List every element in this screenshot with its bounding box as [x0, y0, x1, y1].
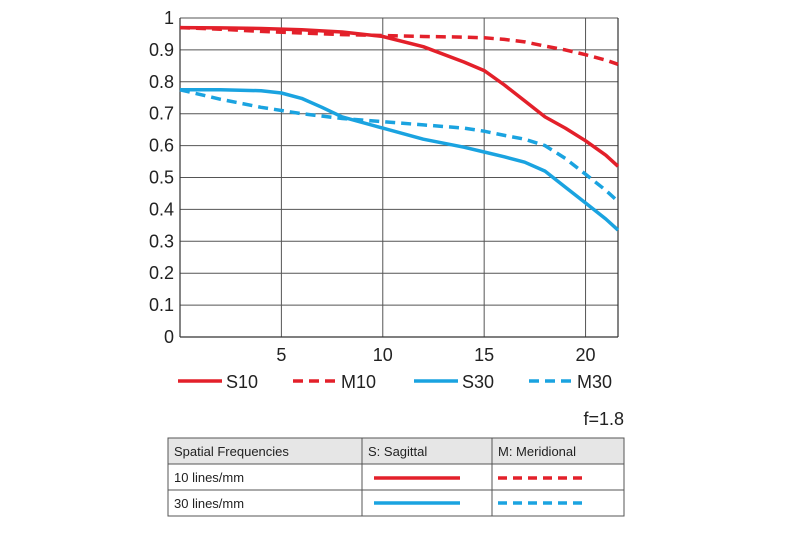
x-tick-label: 10	[373, 345, 393, 365]
y-tick-label: 0.1	[149, 295, 174, 315]
chart-grid	[179, 17, 619, 338]
series-line-m30	[179, 88, 620, 203]
x-axis-ticks: 5 10 15 20	[276, 345, 595, 365]
series-line-s30	[180, 88, 620, 232]
frequency-table: Spatial Frequencies S: Sagittal M: Merid…	[167, 437, 625, 517]
table-header-sagittal: S: Sagittal	[368, 444, 427, 459]
y-tick-label: 0.3	[149, 231, 174, 251]
table-header-meridional: M: Meridional	[498, 444, 576, 459]
x-tick-label: 5	[276, 345, 286, 365]
chart-legend: S10 M10 S30 M30	[178, 372, 612, 392]
y-tick-label: 0.7	[149, 104, 174, 124]
y-tick-label: 0.9	[149, 40, 174, 60]
y-tick-label: 0.6	[149, 136, 174, 156]
y-tick-label: 0.4	[149, 199, 174, 219]
legend-label-m30: M30	[577, 372, 612, 392]
series-line-m10	[179, 25, 619, 66]
chart-series	[179, 25, 620, 232]
y-tick-label: 0.2	[149, 263, 174, 283]
table-row-label: 30 lines/mm	[174, 496, 244, 511]
aperture-label: f=1.8	[583, 409, 624, 429]
table-row-label: 10 lines/mm	[174, 470, 244, 485]
table-header-spatial: Spatial Frequencies	[174, 444, 289, 459]
y-tick-label: 0	[164, 327, 174, 347]
table-header-bg	[167, 437, 625, 465]
y-tick-label: 0.8	[149, 72, 174, 92]
x-tick-label: 15	[474, 345, 494, 365]
y-tick-label: 0.5	[149, 168, 174, 188]
legend-label-s30: S30	[462, 372, 494, 392]
series-line-s10	[179, 25, 620, 168]
x-tick-label: 20	[576, 345, 596, 365]
legend-label-m10: M10	[341, 372, 376, 392]
legend-label-s10: S10	[226, 372, 258, 392]
y-tick-label: 1	[164, 8, 174, 28]
y-axis-ticks: 0 0.1 0.2 0.3 0.4 0.5 0.6 0.7 0.8 0.9 1	[149, 8, 174, 347]
